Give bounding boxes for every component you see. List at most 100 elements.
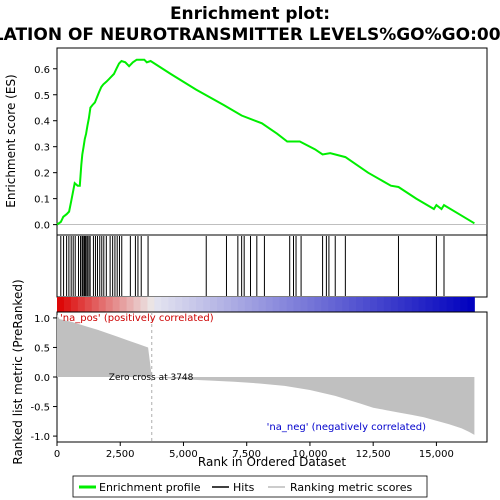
color-bar-segment	[175, 297, 183, 312]
color-bar-segment	[70, 297, 79, 312]
color-bar-segment	[112, 297, 121, 312]
es-y-tick-label: 0.1	[34, 195, 50, 206]
color-bar-segment	[216, 297, 225, 312]
color-bar-segment	[230, 297, 239, 312]
color-bar-segment	[251, 297, 260, 312]
zero-cross-label: Zero cross at 3748	[109, 373, 194, 383]
color-bar-segment	[397, 297, 406, 312]
x-axis-label: Rank in Ordered Dataset	[198, 455, 346, 469]
color-bar-segment	[126, 297, 135, 312]
color-bar-segment	[390, 297, 399, 312]
color-bar-segment	[98, 297, 107, 312]
metric-y-tick-label: 0.0	[34, 373, 50, 384]
color-bar-segment	[286, 297, 294, 312]
color-bar-segment	[321, 297, 329, 312]
color-bar-segment	[140, 297, 148, 312]
color-bar-segment	[77, 297, 86, 312]
metric-y-tick-label: -1.0	[30, 432, 50, 443]
metric-y-tick-label: 1.0	[34, 314, 50, 325]
legend-profile-label: Enrichment profile	[99, 481, 201, 494]
color-bar-segment	[335, 297, 343, 312]
x-tick-label: 5,000	[169, 449, 198, 460]
legend-metric-label: Ranking metric scores	[290, 481, 412, 494]
chart-title-line-2: REGULATION OF NEUROTRANSMITTER LEVELS%GO…	[0, 25, 500, 45]
color-bar-segment	[272, 297, 281, 312]
color-bar-segment	[300, 297, 308, 312]
es-y-tick-label: 0.3	[34, 143, 50, 154]
es-y-tick-label: 0.4	[34, 117, 50, 128]
x-tick-label: 12,500	[356, 449, 391, 460]
ranking-metric-area	[57, 315, 475, 435]
x-tick-label: 10,000	[292, 449, 327, 460]
color-bar-segment	[279, 297, 288, 312]
color-bar-segment	[376, 297, 385, 312]
negative-correlation-label: 'na_neg' (negatively correlated)	[267, 422, 426, 433]
color-bar-segment	[293, 297, 301, 312]
x-tick-label: 2,500	[106, 449, 135, 460]
color-bar-segment	[328, 297, 336, 312]
color-bar-segment	[133, 297, 141, 312]
color-bar-segment	[91, 297, 100, 312]
rank-color-bar	[57, 297, 475, 312]
color-bar-segment	[404, 297, 413, 312]
color-bar-segment	[189, 297, 197, 312]
legend-box	[72, 475, 428, 498]
color-bar-segment	[210, 297, 218, 312]
color-bar-segment	[349, 297, 357, 312]
color-bar-segment	[105, 297, 114, 312]
enrichment-profile-line	[56, 58, 475, 226]
color-bar-segment	[237, 297, 246, 312]
color-bar-segment	[258, 297, 267, 312]
metric-y-axis-label: Ranked list metric (PreRanked)	[11, 279, 25, 464]
color-bar-segment	[182, 297, 190, 312]
color-bar-segment	[453, 297, 461, 312]
color-bar-segment	[244, 297, 253, 312]
x-tick-label: 0	[54, 449, 60, 460]
color-bar-segment	[411, 297, 420, 312]
hits-panel	[56, 234, 488, 298]
color-bar-segment	[265, 297, 274, 312]
es-y-tick-label: 0.6	[34, 65, 50, 76]
es-y-tick-label: 0.5	[34, 91, 50, 102]
color-bar-segment	[432, 297, 441, 312]
es-panel: 0.0 0.1 0.2 0.3 0.4 0.5 0.6 Enrichment score (…	[4, 47, 488, 236]
color-bar-segment	[57, 297, 65, 312]
es-y-axis: 0.0 0.1 0.2 0.3 0.4 0.5 0.6	[34, 65, 57, 232]
x-tick-label: 15,000	[419, 449, 454, 460]
color-bar-segment	[223, 297, 232, 312]
es-plot-area	[56, 47, 488, 236]
color-bar-segment	[161, 297, 169, 312]
color-bar-segment	[119, 297, 128, 312]
color-bar-segment	[168, 297, 176, 312]
hit-markers	[60, 236, 445, 296]
color-bar-segment	[84, 297, 93, 312]
color-bar-segment	[63, 297, 72, 312]
color-bar-segment	[370, 297, 378, 312]
color-bar-segment	[196, 297, 204, 312]
legend: Enrichment profile Hits Ranking metric s…	[72, 475, 428, 498]
positive-correlation-label: 'na_pos' (positively correlated)	[60, 313, 214, 324]
metric-y-axis: 1.0 0.5 0.0 -0.5 -1.0	[30, 314, 57, 443]
chart-title-line-1: Enrichment plot:	[170, 4, 330, 24]
color-bar-segment	[425, 297, 434, 312]
color-bar-segment	[467, 297, 475, 312]
metric-y-tick-label: 0.5	[34, 343, 50, 354]
color-bar-segment	[439, 297, 448, 312]
es-y-axis-label: Enrichment score (ES)	[4, 74, 18, 207]
es-y-tick-label: 0.0	[34, 221, 50, 232]
color-bar-segment	[154, 297, 162, 312]
color-bar-segment	[383, 297, 392, 312]
metric-panel: 1.0 0.5 0.0 -0.5 -1.0 0 2,500 5,000 7,500 10,000…	[11, 279, 488, 469]
color-bar-segment	[460, 297, 468, 312]
color-bar-segment	[342, 297, 350, 312]
x-tick-label: 7,500	[232, 449, 261, 460]
legend-hits-label: Hits	[233, 481, 255, 494]
color-bar-segment	[147, 297, 155, 312]
metric-x-axis: 0 2,500 5,000 7,500 10,000 12,500 15,000	[54, 442, 454, 460]
metric-y-tick-label: -0.5	[30, 403, 50, 414]
color-bar-segment	[314, 297, 322, 312]
color-bar-segment	[307, 297, 315, 312]
color-bar-segment	[418, 297, 427, 312]
color-bar-segment	[446, 297, 454, 312]
